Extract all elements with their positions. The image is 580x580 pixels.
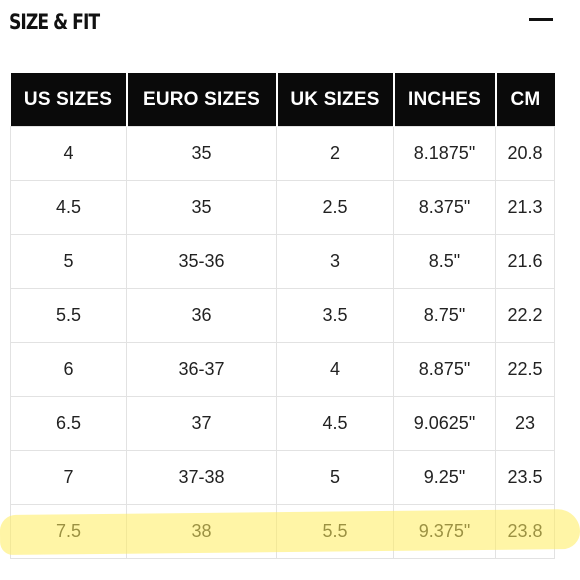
cell-inches: 8.5" — [393, 234, 496, 289]
column-header-uk-sizes: UK SIZES — [276, 73, 395, 127]
cell-uk-size: 4 — [276, 342, 394, 397]
section-title: SIZE & FIT — [9, 10, 100, 34]
cell-cm: 21.6 — [495, 234, 555, 289]
cell-us-size: 4.5 — [10, 180, 127, 235]
cell-us-size: 6.5 — [10, 396, 127, 451]
table-row: 6.5 37 4.5 9.0625" 23 — [10, 396, 555, 451]
cell-uk-size: 5.5 — [276, 504, 394, 559]
cell-us-size: 7 — [10, 450, 127, 505]
cell-euro-size: 35 — [126, 180, 277, 235]
cell-uk-size: 2.5 — [276, 180, 394, 235]
cell-inches: 8.75" — [393, 288, 496, 343]
table-row-highlighted: 7.5 38 5.5 9.375" 23.8 — [10, 504, 555, 559]
cell-us-size: 6 — [10, 342, 127, 397]
column-header-us-sizes: US SIZES — [10, 73, 128, 127]
cell-euro-size: 36 — [126, 288, 277, 343]
cell-euro-size: 36-37 — [126, 342, 277, 397]
cell-inches: 9.25" — [393, 450, 496, 505]
cell-inches: 9.0625" — [393, 396, 496, 451]
cell-cm: 23 — [495, 396, 555, 451]
cell-uk-size: 5 — [276, 450, 394, 505]
size-chart-table-container: US SIZES EURO SIZES UK SIZES INCHES CM 4… — [10, 73, 555, 580]
table-row: 7 37-38 5 9.25" 23.5 — [10, 450, 555, 505]
minus-icon[interactable] — [527, 8, 557, 32]
column-header-euro-sizes: EURO SIZES — [126, 73, 278, 127]
cell-cm: 22.2 — [495, 288, 555, 343]
cell-cm: 23.5 — [495, 450, 555, 505]
table-row: 5 35-36 3 8.5" 21.6 — [10, 234, 555, 289]
size-fit-header: SIZE & FIT — [0, 0, 580, 52]
cell-euro-size: 35-36 — [126, 234, 277, 289]
table-row: 6 36-37 4 8.875" 22.5 — [10, 342, 555, 397]
cell-inches: 9.375" — [393, 504, 496, 559]
cell-us-size: 5 — [10, 234, 127, 289]
cell-uk-size: 3.5 — [276, 288, 394, 343]
table-row: 4.5 35 2.5 8.375" 21.3 — [10, 180, 555, 235]
cell-euro-size: 37 — [126, 396, 277, 451]
column-header-inches: INCHES — [393, 73, 497, 127]
cell-us-size: 7.5 — [10, 504, 127, 559]
size-chart-table: US SIZES EURO SIZES UK SIZES INCHES CM 4… — [10, 73, 555, 559]
table-row: 5.5 36 3.5 8.75" 22.2 — [10, 288, 555, 343]
cell-euro-size: 35 — [126, 126, 277, 181]
cell-uk-size: 4.5 — [276, 396, 394, 451]
cell-uk-size: 3 — [276, 234, 394, 289]
cell-inches: 8.1875" — [393, 126, 496, 181]
table-header-row: US SIZES EURO SIZES UK SIZES INCHES CM — [10, 73, 555, 127]
cell-cm: 20.8 — [495, 126, 555, 181]
cell-inches: 8.875" — [393, 342, 496, 397]
cell-cm: 21.3 — [495, 180, 555, 235]
cell-us-size: 5.5 — [10, 288, 127, 343]
column-header-cm: CM — [495, 73, 555, 127]
cell-cm: 22.5 — [495, 342, 555, 397]
cell-inches: 8.375" — [393, 180, 496, 235]
cell-euro-size: 38 — [126, 504, 277, 559]
cell-uk-size: 2 — [276, 126, 394, 181]
cell-euro-size: 37-38 — [126, 450, 277, 505]
table-row: 4 35 2 8.1875" 20.8 — [10, 126, 555, 181]
cell-cm: 23.8 — [495, 504, 555, 559]
cell-us-size: 4 — [10, 126, 127, 181]
